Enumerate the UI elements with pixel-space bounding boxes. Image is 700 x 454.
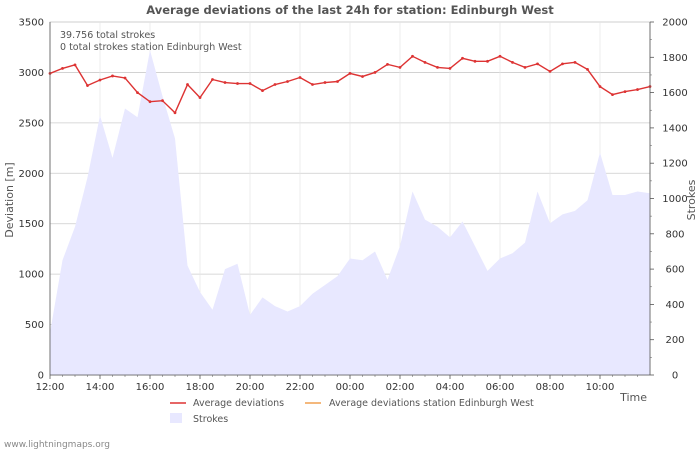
deviation-point	[561, 62, 564, 65]
deviation-point	[249, 82, 252, 85]
deviation-point	[499, 55, 502, 58]
deviation-point	[236, 82, 239, 85]
deviation-point	[536, 62, 539, 65]
y-axis-left-label: Deviation [m]	[3, 162, 16, 237]
deviation-point	[99, 79, 102, 82]
y-right-tick-label: 400	[665, 300, 684, 311]
x-tick-label: 20:00	[236, 382, 265, 393]
y-left-tick-label: 3000	[19, 68, 44, 79]
deviation-point	[511, 61, 514, 64]
legend-swatch-strokes	[170, 413, 182, 423]
deviation-point	[386, 63, 389, 66]
x-tick-label: 16:00	[136, 382, 165, 393]
deviation-point	[424, 61, 427, 64]
y-right-tick-label: 1200	[662, 159, 687, 170]
deviation-point	[436, 66, 439, 69]
y-left-tick-label: 1000	[19, 270, 44, 281]
deviation-point	[599, 85, 602, 88]
deviation-point	[611, 93, 614, 96]
deviation-point	[311, 83, 314, 86]
info-station-strokes: 0 total strokes station Edinburgh West	[60, 42, 242, 53]
deviation-point	[86, 84, 89, 87]
y-right-tick-label: 1000	[662, 194, 687, 205]
x-tick-label: 14:00	[86, 382, 115, 393]
y-left-tick-label: 2000	[19, 169, 44, 180]
deviation-point	[274, 83, 277, 86]
y-right-tick-label: 600	[665, 265, 684, 276]
x-tick-label: 08:00	[536, 382, 565, 393]
y-axis-right-label: Strokes	[685, 179, 698, 220]
deviation-point	[174, 111, 177, 114]
deviation-point	[211, 78, 214, 81]
y-right-tick-label: 800	[665, 229, 684, 240]
x-tick-label: 04:00	[436, 382, 465, 393]
deviation-point	[299, 76, 302, 79]
deviation-point	[286, 80, 289, 83]
y-left-tick-label: 2500	[19, 118, 44, 129]
y-left-tick-label: 1500	[19, 219, 44, 230]
deviation-point	[199, 96, 202, 99]
y-right-tick-label: 1800	[662, 53, 687, 64]
y-right-tick-label: 1400	[662, 123, 687, 134]
deviation-point	[549, 70, 552, 73]
x-tick-label: 12:00	[36, 382, 65, 393]
deviation-point	[374, 71, 377, 74]
x-tick-label: 02:00	[386, 382, 415, 393]
deviation-point	[74, 63, 77, 66]
deviation-point	[324, 81, 327, 84]
deviation-point	[111, 75, 114, 78]
deviation-point	[524, 66, 527, 69]
deviation-point	[449, 67, 452, 70]
x-tick-label: 00:00	[336, 382, 365, 393]
deviation-point	[574, 61, 577, 64]
deviation-point	[461, 57, 464, 60]
deviation-point	[486, 60, 489, 63]
deviation-point	[61, 67, 64, 70]
deviation-point	[161, 99, 164, 102]
deviation-point	[624, 90, 627, 93]
deviation-point	[399, 66, 402, 69]
x-tick-label: 22:00	[286, 382, 315, 393]
y-left-tick-label: 500	[25, 320, 44, 331]
deviation-point	[349, 72, 352, 75]
deviation-point	[224, 81, 227, 84]
deviation-point	[361, 75, 364, 78]
deviation-point	[261, 89, 264, 92]
deviation-point	[336, 80, 339, 83]
deviation-point	[136, 91, 139, 94]
deviation-point	[636, 88, 639, 91]
x-tick-label: 06:00	[486, 382, 515, 393]
legend-label-station-deviations: Average deviations station Edinburgh Wes…	[329, 398, 534, 409]
deviation-point	[124, 77, 127, 80]
y-right-tick-label: 1600	[662, 88, 687, 99]
deviation-point	[149, 100, 152, 103]
legend-label-average-deviations: Average deviations	[193, 398, 284, 409]
x-tick-label: 18:00	[186, 382, 215, 393]
x-tick-label: 10:00	[586, 382, 615, 393]
chart-title: Average deviations of the last 24h for s…	[146, 3, 554, 17]
legend-label-strokes: Strokes	[193, 414, 228, 425]
deviation-point	[474, 60, 477, 63]
deviation-point	[411, 55, 414, 58]
deviation-point	[186, 83, 189, 86]
deviation-point	[586, 68, 589, 71]
y-right-tick-label: 2000	[662, 18, 687, 29]
legend: Average deviations Average deviations st…	[170, 398, 534, 425]
footer-credit: www.lightningmaps.org	[4, 440, 110, 450]
x-axis-label: Time	[619, 391, 647, 404]
y-right-tick-label: 200	[665, 335, 684, 346]
y-right-tick-label: 0	[672, 371, 678, 382]
y-left-tick-label: 3500	[19, 18, 44, 29]
info-total-strokes: 39.756 total strokes	[60, 30, 155, 41]
y-left-tick-label: 0	[38, 371, 44, 382]
